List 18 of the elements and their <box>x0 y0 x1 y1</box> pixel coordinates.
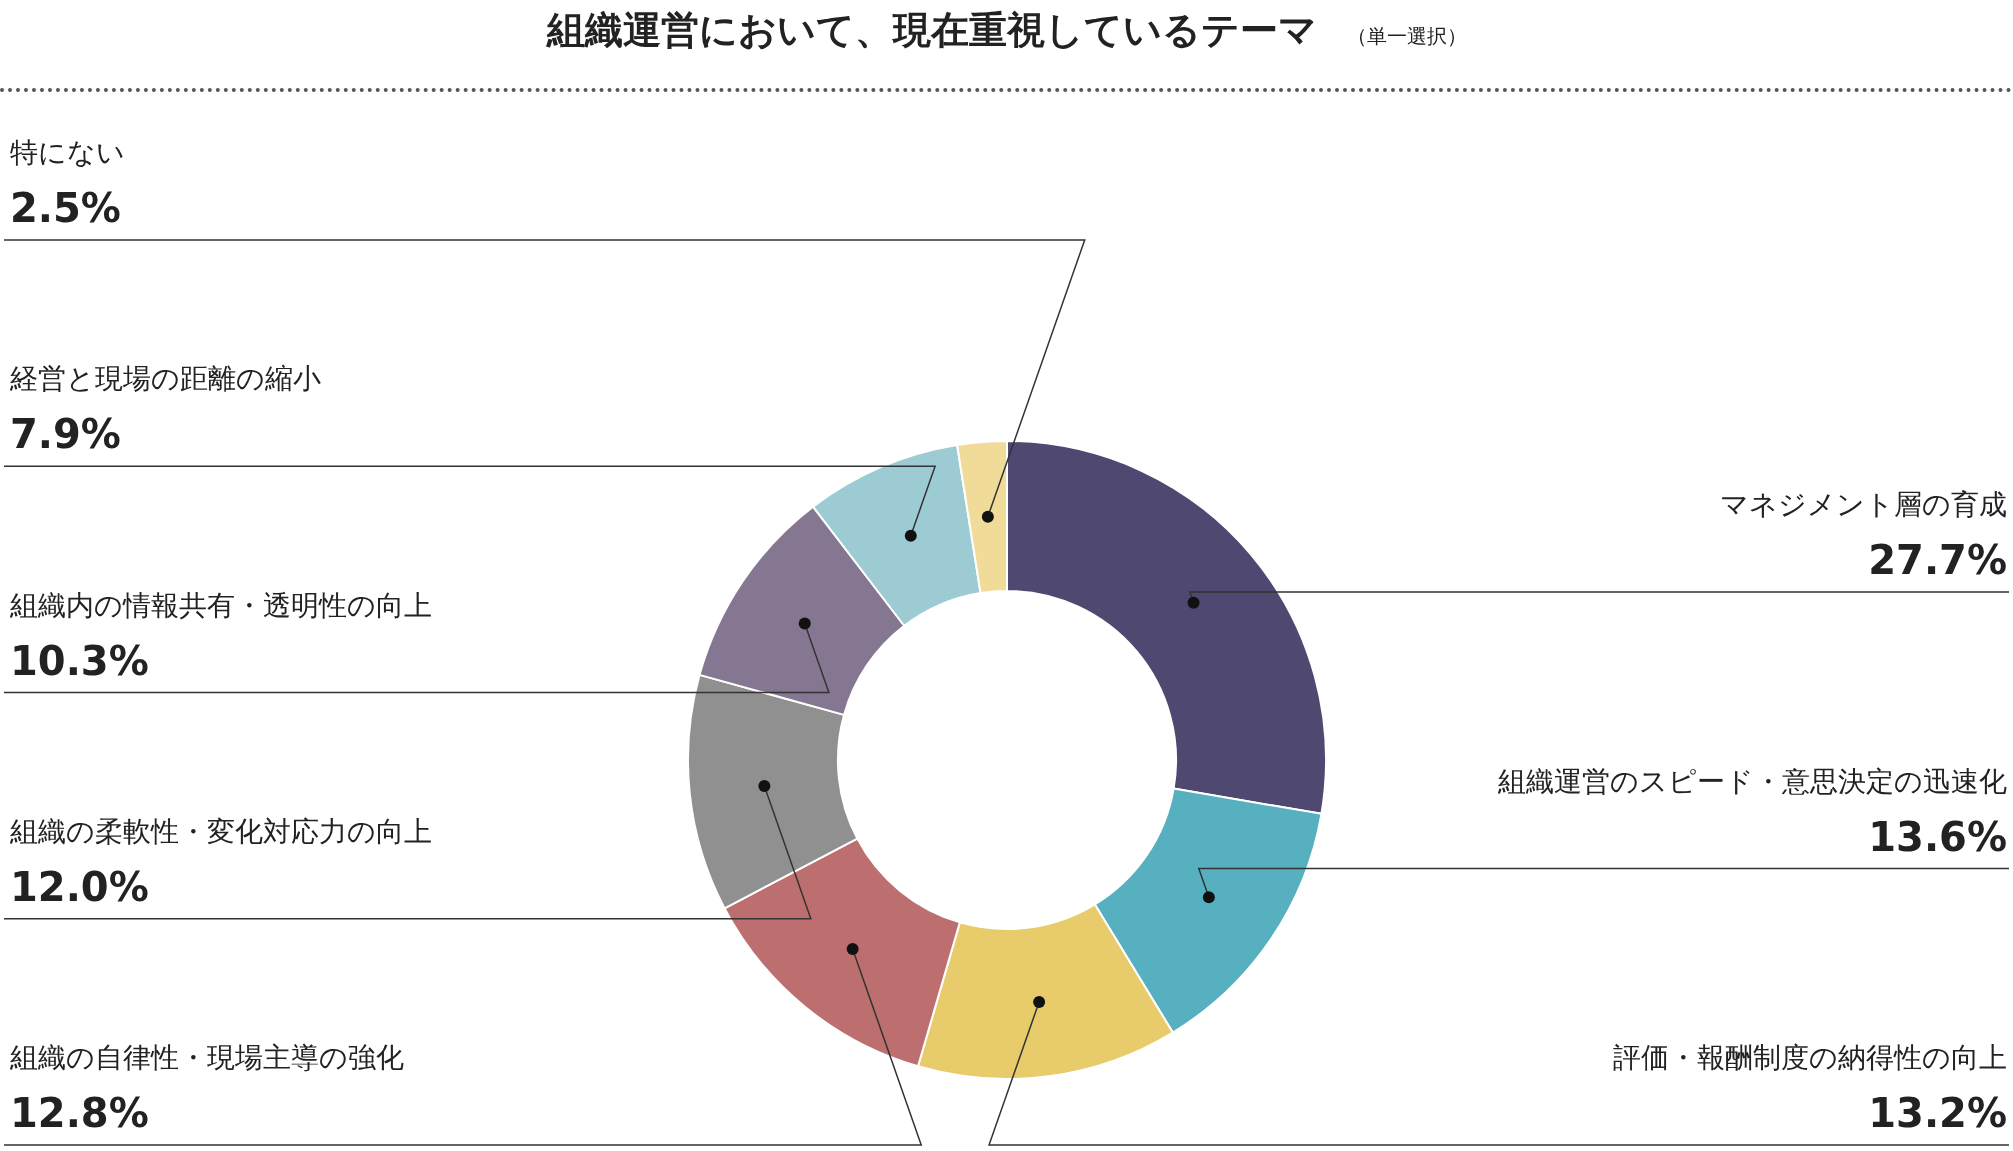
slice-label: 組織運営のスピード・意思決定の迅速化 <box>1497 764 2007 798</box>
slice-label: 組織の柔軟性・変化対応力の向上 <box>9 814 432 848</box>
slice-label: 評価・報酬制度の納得性の向上 <box>1613 1041 2007 1074</box>
data-label: 2.5% <box>10 185 121 231</box>
slice-label: マネジメント層の育成 <box>1720 488 2007 521</box>
data-label: 12.8% <box>10 1090 149 1136</box>
data-label: 13.6% <box>1868 813 2007 860</box>
slice-label: 特にない <box>10 136 125 169</box>
data-label: 10.3% <box>10 637 149 684</box>
data-label: 7.9% <box>10 411 121 458</box>
data-label: 12.0% <box>10 863 149 910</box>
slice-label: 経営と現場の距離の縮小 <box>9 362 321 396</box>
slice-label: 組織内の情報共有・透明性の向上 <box>9 588 432 622</box>
chart-subtitle: （単一選択） <box>1346 24 1467 48</box>
slice-label: 組織の自律性・現場主導の強化 <box>9 1041 404 1074</box>
data-label: 13.2% <box>1868 1090 2007 1136</box>
chart-title: 組織運営において、現在重視しているテーマ <box>546 8 1317 52</box>
data-label: 27.7% <box>1868 537 2007 583</box>
